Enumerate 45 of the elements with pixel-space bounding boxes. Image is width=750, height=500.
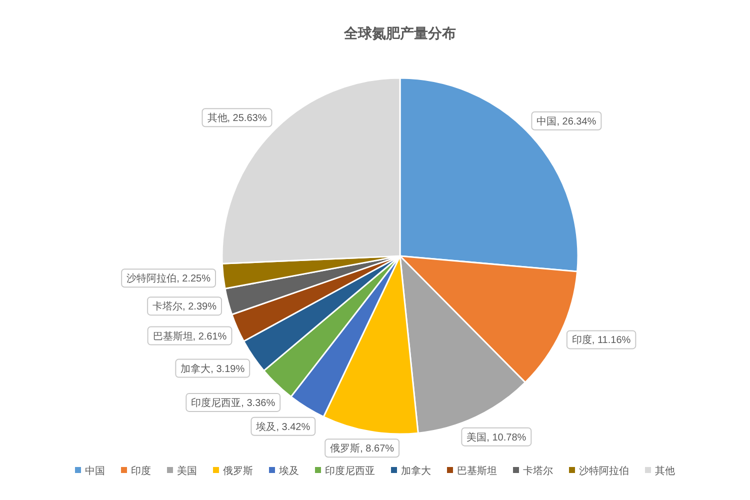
data-label: 沙特阿拉伯, 2.25% [126,272,211,285]
data-label: 俄罗斯, 8.67% [324,438,400,458]
title: 全球氮肥产量分布 [344,25,456,41]
legend-label: 卡塔尔 [523,465,553,477]
data-label: 埃及, 3.42% [255,420,310,433]
legend-label: 加拿大 [401,465,431,477]
legend-label: 俄罗斯 [223,465,253,477]
legend-item: 沙特阿拉伯 [569,466,629,477]
legend-item: 印度尼西亚 [315,466,375,477]
data-label: 其他, 25.63% [207,112,267,124]
data-label: 美国, 10.78% [461,427,532,446]
legend-item: 印度 [121,466,151,477]
legend-item: 美国 [167,466,197,477]
legend-item: 巴基斯坦 [447,466,497,477]
legend-item: 其他 [645,466,675,477]
data-label: 加拿大, 3.19% [180,362,245,375]
data-label: 卡塔尔, 2.39% [147,296,222,316]
data-label: 中国, 26.34% [531,111,602,130]
legend-item: 加拿大 [391,466,431,477]
legend-label: 印度 [131,465,151,477]
data-label: 加拿大, 3.19% [175,358,250,378]
legend-item: 中国 [75,466,105,477]
legend-label: 印度尼西亚 [325,465,375,477]
data-label: 埃及, 3.42% [250,416,316,436]
data-label: 巴基斯坦, 2.61% [152,330,227,342]
legend-label: 巴基斯坦 [457,465,497,477]
legend-item: 埃及 [269,466,299,477]
legend-label: 其他 [655,465,675,477]
data-label: 印度, 11.16% [566,330,636,350]
data-label: 印度尼西亚, 3.36% [186,392,281,412]
data-label: 其他, 25.63% [202,108,272,128]
legend-item: 俄罗斯 [213,466,253,477]
legend-label: 沙特阿拉伯 [579,465,629,477]
data-label: 巴基斯坦, 2.61% [147,326,232,346]
data-label: 卡塔尔, 2.39% [152,300,217,313]
legend-label: 中国 [85,465,105,477]
data-label: 沙特阿拉伯, 2.25% [121,268,216,288]
data-label: 印度尼西亚, 3.36% [191,396,276,409]
data-label: 俄罗斯, 8.67% [330,442,394,455]
data-label: 中国, 26.34% [536,115,596,128]
legend-label: 埃及 [278,465,299,477]
legend-item: 卡塔尔 [513,466,553,477]
legend-label: 美国 [177,465,197,477]
data-label: 印度, 11.16% [572,334,631,346]
data-label: 美国, 10.78% [466,431,526,444]
